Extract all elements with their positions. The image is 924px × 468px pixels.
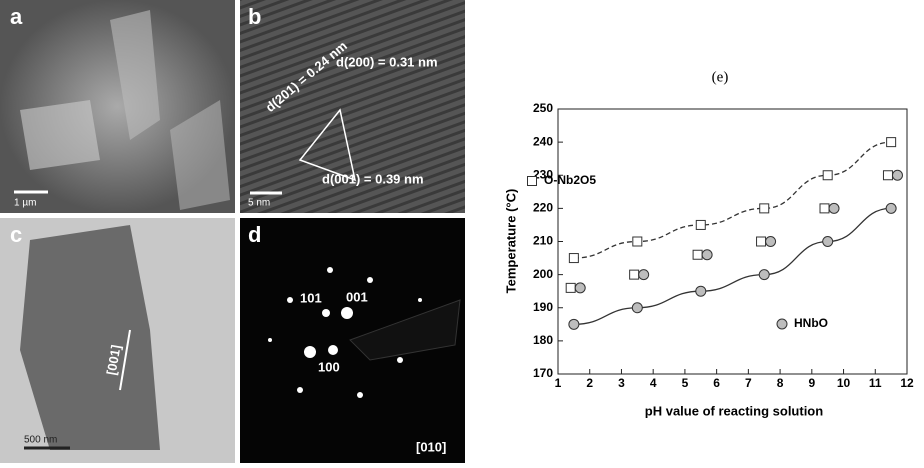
marker (695, 219, 706, 230)
y-tick-label: 250 (533, 101, 553, 115)
marker (822, 170, 833, 181)
marker (631, 302, 643, 314)
triangle (298, 108, 357, 182)
legend-label: O-Nb2O5 (544, 173, 596, 187)
marker (886, 137, 897, 148)
y-tick-label: 200 (533, 267, 553, 281)
scale-label: 1 µm (14, 198, 36, 209)
panel-label: d (248, 222, 261, 247)
marker (568, 253, 579, 264)
x-tick-label: 12 (900, 376, 914, 390)
marker (828, 202, 840, 214)
fit-line (573, 207, 892, 325)
scale-label: 500 nm (24, 435, 57, 446)
fit-line (573, 141, 892, 259)
x-tick-label: 2 (586, 376, 593, 390)
marker (758, 269, 770, 281)
panel-label: c (10, 222, 22, 247)
marker (885, 202, 897, 214)
marker (632, 236, 643, 247)
x-tick-label: 9 (808, 376, 815, 390)
crystal (110, 10, 160, 140)
marker (527, 176, 537, 186)
y-tick-label: 180 (533, 333, 553, 347)
marker (756, 236, 767, 247)
x-tick-label: 8 (777, 376, 784, 390)
panel-label: b (248, 4, 261, 29)
marker (568, 318, 580, 330)
annotation: d(200) = 0.31 nm (336, 54, 438, 69)
arrow (119, 329, 131, 391)
y-tick-label: 170 (533, 366, 553, 380)
marker (765, 236, 777, 247)
annotation: 101 (300, 290, 322, 305)
annotation: [001] (104, 344, 124, 377)
scale-label: 5 nm (248, 198, 270, 209)
marker (574, 282, 586, 294)
x-tick-label: 7 (745, 376, 752, 390)
annotation: 100 (318, 359, 340, 374)
crystal (170, 100, 230, 210)
panel-label: a (10, 4, 23, 29)
legend-label: HNbO (794, 316, 828, 330)
x-tick-label: 1 (555, 376, 562, 390)
x-tick-label: 3 (618, 376, 625, 390)
x-tick-label: 4 (650, 376, 657, 390)
x-tick-label: 6 (713, 376, 720, 390)
x-tick-label: 10 (837, 376, 851, 390)
crystal (20, 100, 100, 170)
y-tick-label: 220 (533, 201, 553, 215)
crystal (20, 225, 160, 450)
y-tick-label: 230 (533, 167, 553, 181)
marker (701, 249, 713, 261)
x-axis-label: pH value of reacting solution (645, 403, 823, 418)
plot-frame (557, 108, 908, 375)
marker (695, 285, 707, 297)
marker (638, 269, 650, 281)
x-tick-label: 11 (869, 376, 882, 390)
marker (891, 169, 903, 181)
marker (629, 269, 640, 280)
y-tick-label: 190 (533, 300, 553, 314)
marker (565, 282, 576, 293)
marker (819, 203, 830, 214)
hrtem-image (240, 0, 465, 213)
marker (692, 249, 703, 260)
annotation: 001 (346, 289, 368, 304)
marker (776, 318, 788, 330)
annotation: d(001) = 0.39 nm (322, 171, 424, 186)
y-axis-label: Temperature (°C) (503, 189, 518, 294)
spots (268, 267, 422, 398)
y-tick-label: 210 (533, 234, 553, 248)
y-tick-label: 240 (533, 134, 553, 148)
annotation: [010] (416, 439, 446, 454)
chart-title: (e) (712, 69, 729, 85)
marker (759, 203, 770, 214)
marker (822, 236, 834, 247)
x-tick-label: 5 (682, 376, 689, 390)
beam-stop (349, 299, 461, 361)
marker (882, 170, 893, 181)
